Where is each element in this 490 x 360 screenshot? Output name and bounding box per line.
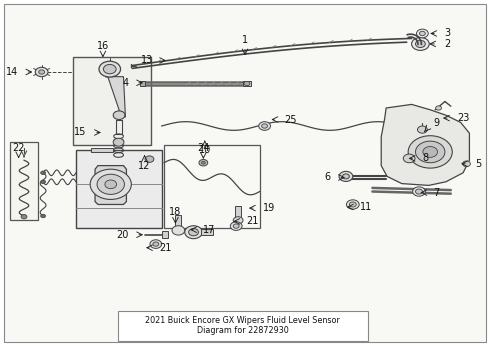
Circle shape [416, 141, 445, 163]
Text: 2: 2 [444, 39, 451, 49]
Text: 24: 24 [197, 143, 210, 153]
Text: 6: 6 [324, 172, 331, 183]
Text: 11: 11 [360, 202, 372, 212]
Circle shape [113, 138, 124, 146]
Circle shape [145, 156, 154, 162]
Circle shape [41, 180, 46, 184]
Text: 17: 17 [203, 225, 216, 235]
Circle shape [185, 226, 202, 239]
Bar [91, 148, 113, 152]
Text: 10: 10 [199, 145, 211, 156]
Circle shape [416, 29, 428, 38]
Circle shape [99, 61, 121, 77]
Bar [201, 229, 213, 235]
Text: 4: 4 [123, 78, 129, 88]
Text: 13: 13 [141, 55, 153, 66]
Text: 8: 8 [422, 153, 428, 163]
Circle shape [412, 37, 429, 50]
Circle shape [21, 215, 27, 219]
Bar [175, 215, 181, 228]
Text: 20: 20 [117, 230, 129, 240]
Circle shape [153, 242, 159, 246]
Circle shape [403, 154, 415, 163]
Bar [76, 150, 162, 228]
Circle shape [97, 174, 124, 194]
Circle shape [408, 136, 452, 168]
Text: 25: 25 [284, 114, 297, 125]
Text: 18: 18 [170, 207, 181, 217]
Text: 19: 19 [263, 203, 275, 213]
Text: 9: 9 [434, 118, 440, 128]
Text: 1: 1 [242, 35, 248, 45]
Circle shape [113, 111, 125, 120]
Text: 15: 15 [74, 127, 87, 138]
Bar [10, 142, 38, 220]
Polygon shape [105, 77, 125, 117]
Circle shape [416, 40, 425, 48]
Circle shape [39, 70, 45, 74]
Bar [164, 145, 260, 228]
Circle shape [436, 106, 441, 110]
Circle shape [233, 224, 239, 228]
Circle shape [103, 64, 116, 74]
Circle shape [172, 226, 185, 235]
Circle shape [230, 222, 242, 230]
Bar [73, 57, 151, 145]
Text: 21: 21 [246, 216, 259, 226]
Circle shape [343, 174, 349, 179]
Text: 2021 Buick Encore GX Wipers Fluid Level Sensor: 2021 Buick Encore GX Wipers Fluid Level … [145, 316, 340, 325]
Circle shape [419, 31, 425, 36]
Text: 12: 12 [138, 161, 151, 171]
Polygon shape [95, 166, 126, 204]
Bar [162, 231, 168, 238]
Circle shape [105, 180, 117, 189]
Circle shape [259, 122, 270, 130]
Circle shape [416, 189, 422, 194]
Text: 21: 21 [159, 243, 171, 253]
Circle shape [244, 81, 250, 86]
Circle shape [150, 240, 162, 248]
Circle shape [463, 161, 470, 167]
Circle shape [41, 214, 46, 218]
Text: 3: 3 [444, 28, 451, 39]
Circle shape [41, 171, 46, 175]
Circle shape [413, 187, 425, 196]
Circle shape [417, 126, 427, 133]
Text: 7: 7 [434, 188, 440, 198]
Text: 23: 23 [457, 113, 469, 123]
Circle shape [35, 67, 48, 77]
Text: 22: 22 [12, 143, 25, 153]
Bar [118, 311, 368, 341]
Polygon shape [381, 104, 469, 185]
Bar [140, 81, 145, 86]
Circle shape [201, 161, 205, 164]
Circle shape [349, 202, 356, 207]
Circle shape [199, 159, 208, 166]
Circle shape [233, 217, 243, 224]
Circle shape [423, 147, 438, 157]
Circle shape [346, 200, 359, 209]
Text: 16: 16 [97, 41, 109, 51]
Text: 14: 14 [6, 67, 18, 77]
Circle shape [262, 124, 268, 128]
Circle shape [90, 169, 131, 199]
Bar [235, 206, 241, 220]
Text: 5: 5 [475, 159, 482, 169]
Circle shape [339, 171, 353, 181]
Text: Diagram for 22872930: Diagram for 22872930 [196, 326, 289, 335]
Bar [243, 81, 251, 86]
Circle shape [189, 229, 198, 236]
